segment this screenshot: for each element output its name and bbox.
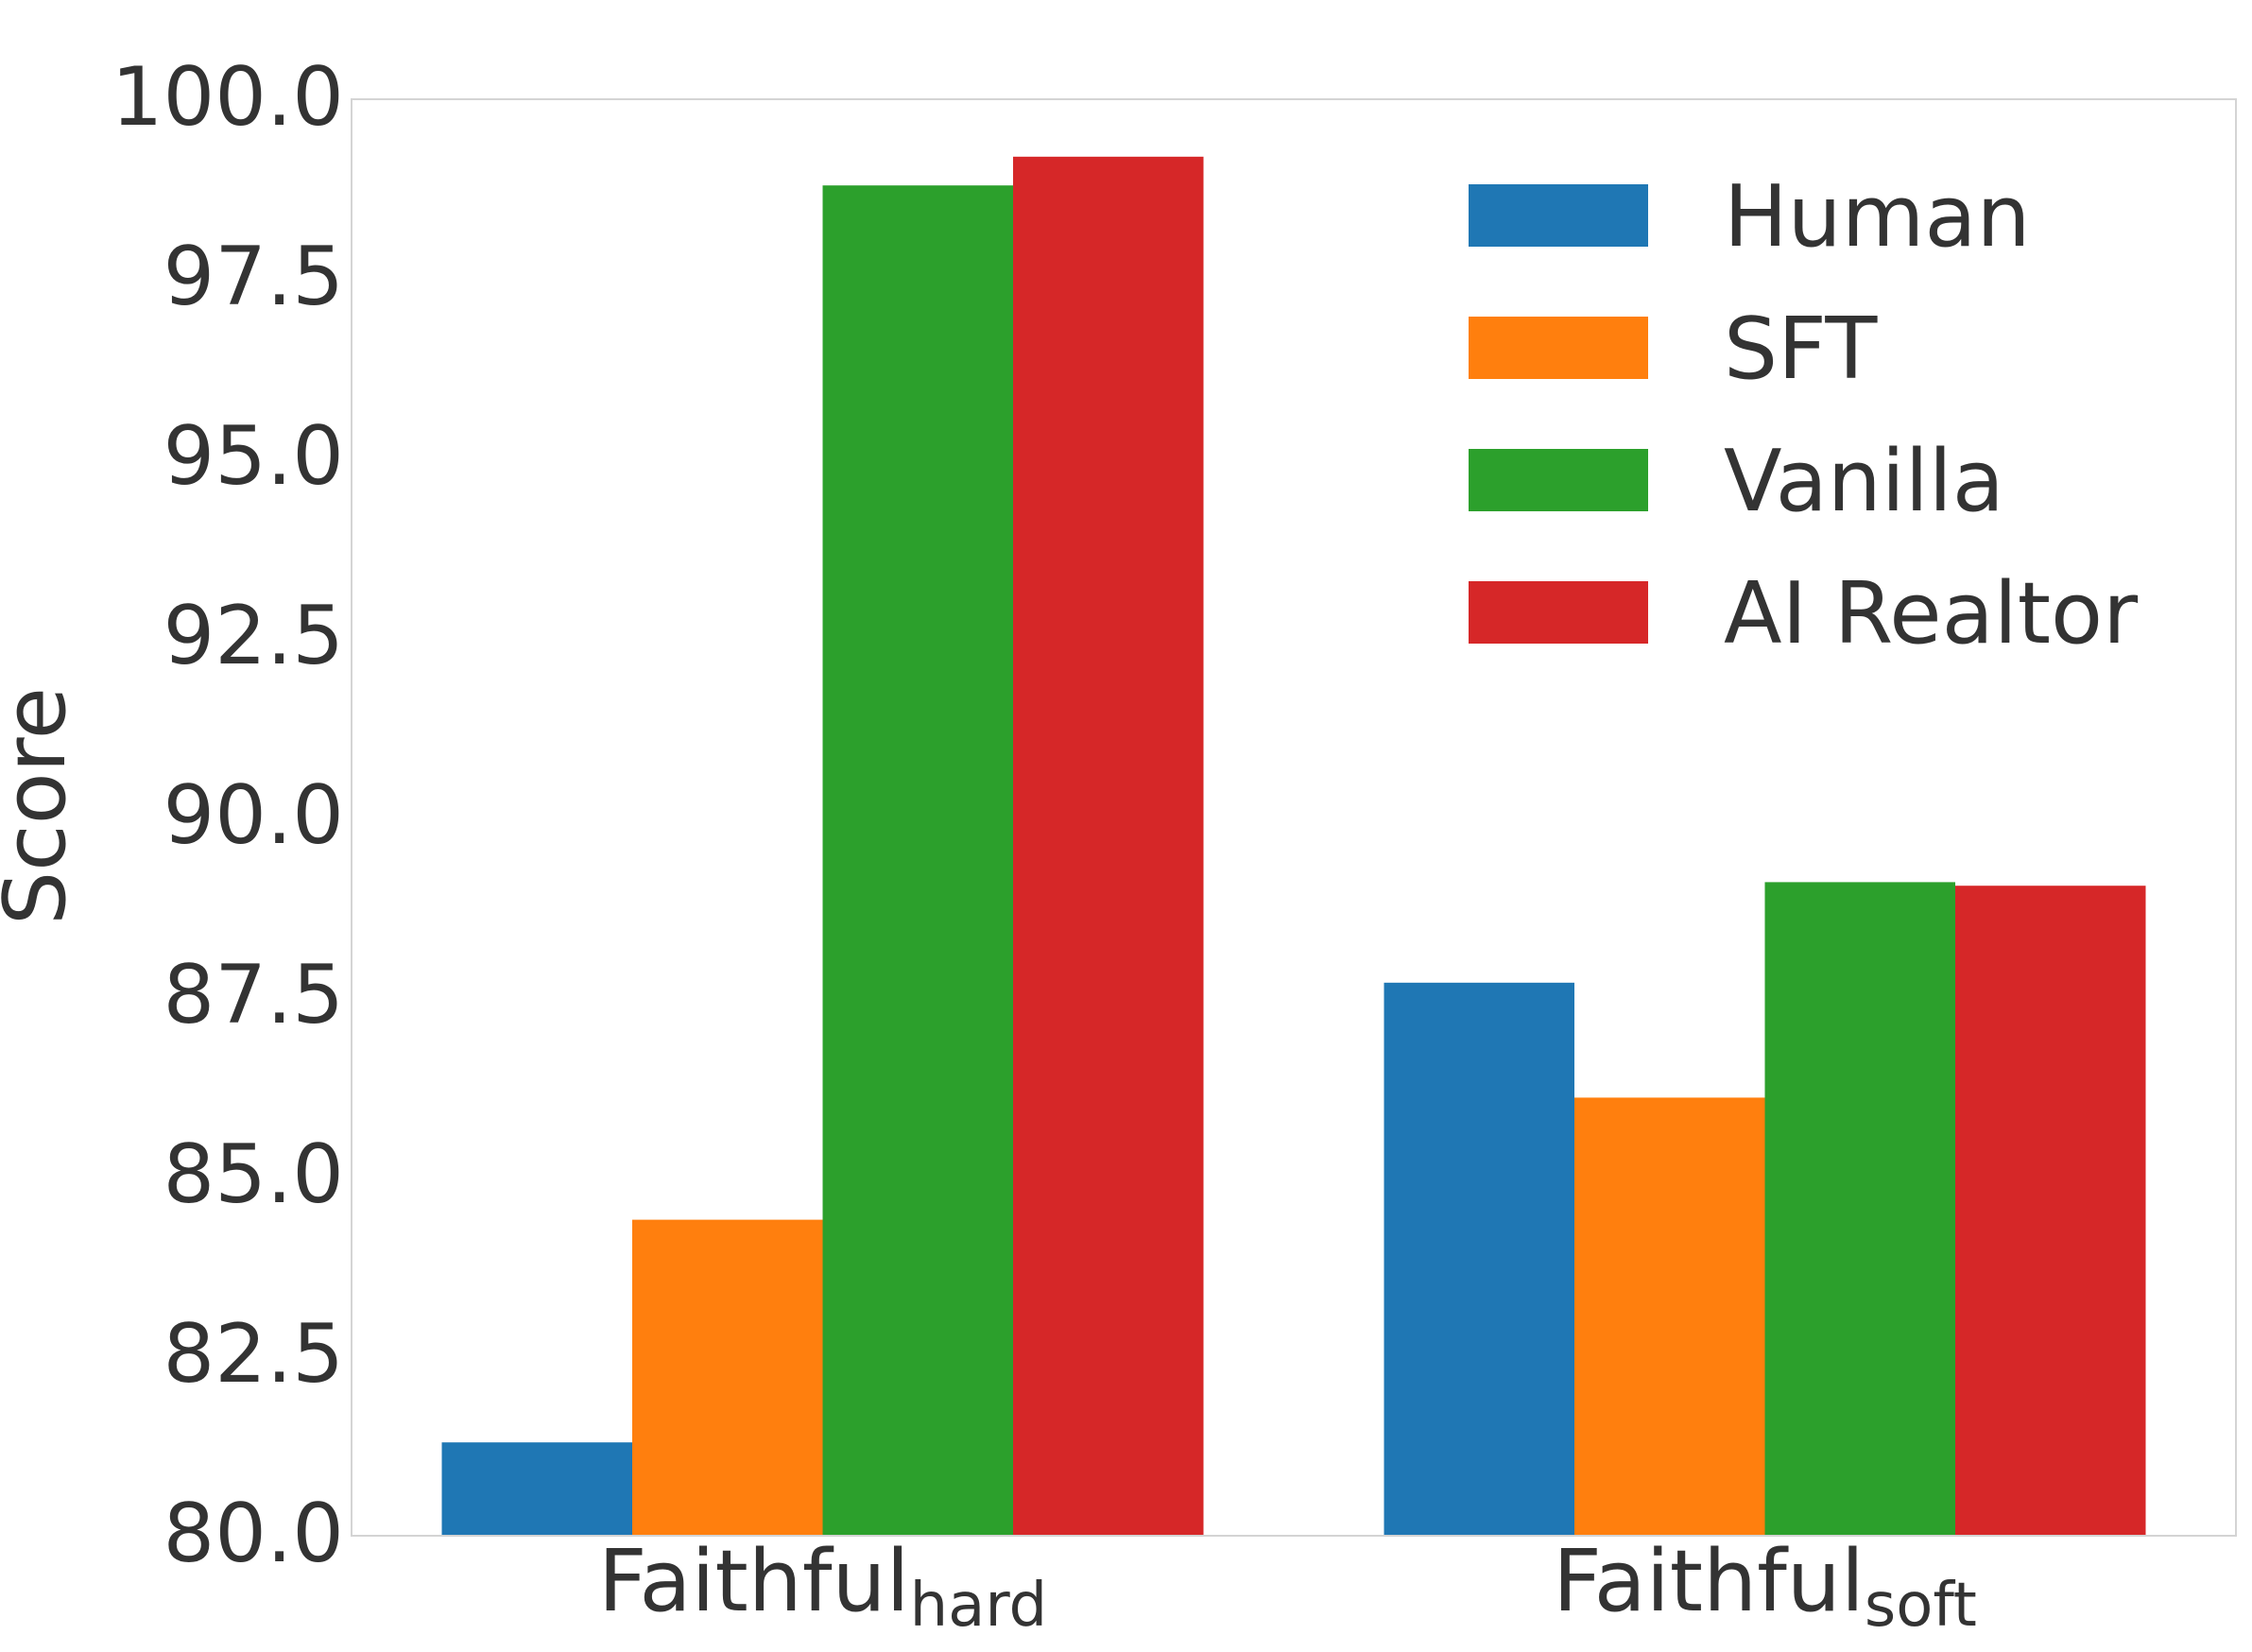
legend-swatch bbox=[1469, 317, 1648, 379]
legend-label: Vanilla bbox=[1724, 432, 2004, 531]
legend-swatch bbox=[1469, 184, 1648, 247]
x-tick-subscript: hard bbox=[910, 1571, 1048, 1641]
bar-ai-realtor-1 bbox=[1955, 886, 2146, 1536]
bar-vanilla-0 bbox=[822, 185, 1013, 1537]
x-tick-base: Faithful bbox=[598, 1532, 910, 1631]
y-tick-label: 97.5 bbox=[163, 230, 344, 324]
bars-group bbox=[441, 156, 2146, 1537]
x-tick-label: Faithfulsoft bbox=[1553, 1532, 1977, 1641]
legend: Human SFT Vanilla AI Realtor bbox=[1469, 167, 2138, 663]
y-tick-label: 80.0 bbox=[163, 1487, 344, 1581]
y-tick-label: 95.0 bbox=[163, 409, 344, 504]
bar-vanilla-1 bbox=[1764, 882, 1955, 1536]
y-tick-label: 100.0 bbox=[112, 50, 344, 145]
legend-item: Human bbox=[1469, 167, 2031, 267]
legend-item: Vanilla bbox=[1469, 432, 2004, 531]
legend-item: AI Realtor bbox=[1469, 564, 2138, 663]
bar-ai-realtor-0 bbox=[1013, 156, 1204, 1536]
y-axis-ticks: 80.0 82.5 85.0 87.5 90.0 92.5 95.0 97.5 100.0 bbox=[112, 50, 344, 1581]
legend-label: AI Realtor bbox=[1724, 564, 2138, 663]
bar-human-0 bbox=[441, 1442, 632, 1536]
x-tick-subscript: soft bbox=[1865, 1571, 1977, 1641]
x-tick-label: Faithfulhard bbox=[598, 1532, 1047, 1641]
bar-sft-1 bbox=[1574, 1097, 1765, 1536]
bar-sft-0 bbox=[632, 1219, 823, 1536]
y-tick-label: 87.5 bbox=[163, 948, 344, 1042]
x-tick-base: Faithful bbox=[1553, 1532, 1865, 1631]
y-tick-label: 85.0 bbox=[163, 1127, 344, 1222]
x-axis-ticks: Faithfulhard Faithfulsoft bbox=[598, 1532, 1977, 1641]
y-axis-label: Score bbox=[0, 687, 85, 925]
y-tick-label: 92.5 bbox=[163, 589, 344, 683]
legend-label: SFT bbox=[1724, 300, 1878, 399]
y-tick-label: 82.5 bbox=[163, 1307, 344, 1402]
y-tick-label: 90.0 bbox=[163, 768, 344, 863]
plot-frame bbox=[351, 98, 2237, 1537]
legend-swatch bbox=[1469, 449, 1648, 511]
legend-item: SFT bbox=[1469, 300, 1878, 399]
legend-label: Human bbox=[1724, 167, 2031, 267]
legend-swatch bbox=[1469, 581, 1648, 644]
bar-human-1 bbox=[1384, 982, 1574, 1536]
